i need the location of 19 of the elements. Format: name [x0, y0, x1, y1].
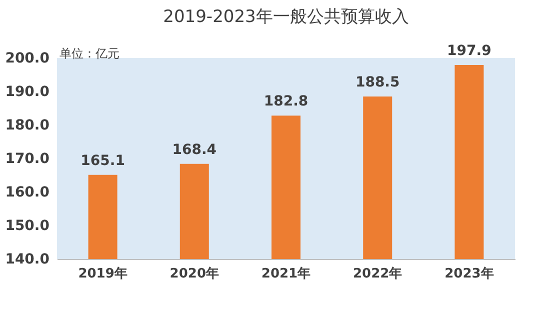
y-tick-label: 200.0	[5, 50, 50, 66]
chart-title: 2019-2023年一般公共预算收入	[163, 7, 409, 28]
x-tick-label: 2023年	[444, 266, 494, 282]
y-tick-label: 140.0	[5, 252, 50, 268]
data-label: 182.8	[264, 94, 308, 110]
data-label: 188.5	[355, 74, 400, 91]
data-label: 165.1	[80, 152, 125, 169]
data-label: 197.9	[447, 43, 492, 60]
y-tick-label: 160.0	[5, 184, 50, 200]
x-tick-label: 2019年	[78, 266, 128, 282]
x-tick-label: 2022年	[353, 266, 402, 282]
y-tick-label: 170.0	[5, 151, 50, 167]
x-tick-label: 2020年	[170, 266, 219, 282]
y-tick-label: 150.0	[5, 218, 50, 234]
x-tick-label: 2021年	[261, 266, 311, 282]
data-label: 168.4	[172, 142, 217, 158]
y-tick-label: 180.0	[5, 118, 50, 134]
y-tick-label: 190.0	[5, 84, 50, 100]
y-axis-title: 单位：亿元	[60, 46, 120, 60]
